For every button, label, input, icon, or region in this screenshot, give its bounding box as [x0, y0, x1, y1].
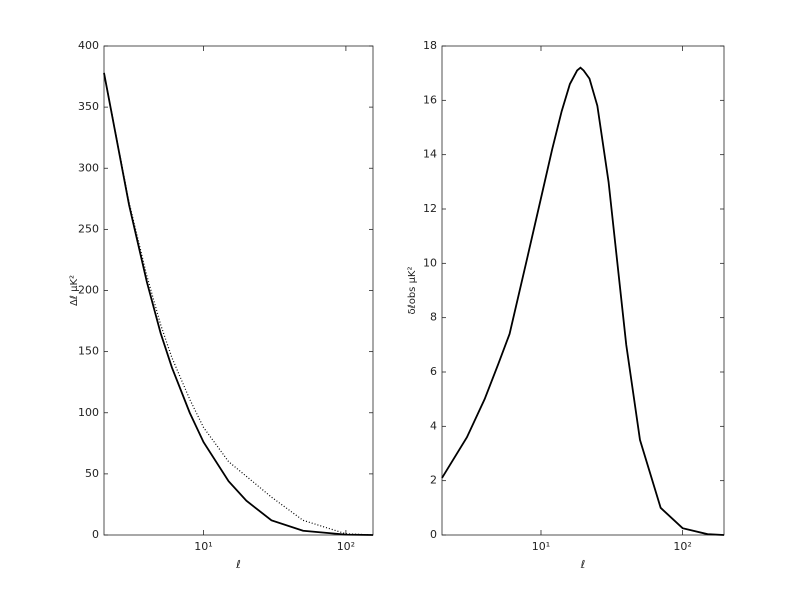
line-series — [103, 72, 374, 536]
y-tick-label: 0 — [92, 528, 99, 541]
axes-box — [103, 45, 374, 536]
y-tick-label: 8 — [430, 311, 437, 324]
x-axis-label: ℓ — [235, 558, 241, 571]
y-tick-label: 16 — [423, 93, 437, 106]
x-tick-label: 10¹ — [532, 540, 550, 553]
x-tick-label: 10² — [673, 540, 691, 553]
y-tick-label: 200 — [78, 284, 99, 297]
y-tick-label: 12 — [423, 202, 437, 215]
x-axis-label: ℓ — [580, 558, 586, 571]
line-series — [441, 66, 725, 536]
y-tick-label: 50 — [85, 467, 99, 480]
y-tick-label: 0 — [430, 528, 437, 541]
y-tick-label: 300 — [78, 161, 99, 174]
y-tick-label: 4 — [430, 419, 437, 432]
y-tick-label: 6 — [430, 365, 437, 378]
x-tick-label: 10¹ — [194, 540, 212, 553]
y-tick-label: 150 — [78, 345, 99, 358]
line-series — [103, 72, 374, 536]
y-tick-label: 14 — [423, 148, 437, 161]
y-axis-label: δℓobs μK² — [407, 266, 418, 314]
y-tick-label: 100 — [78, 406, 99, 419]
y-tick-label: 10 — [423, 256, 437, 269]
y-axis-label: Δℓ μK² — [69, 275, 80, 306]
x-tick-label: 10² — [337, 540, 355, 553]
y-tick-label: 250 — [78, 222, 99, 235]
y-tick-label: 18 — [423, 39, 437, 52]
axes-box — [441, 45, 725, 536]
y-tick-label: 350 — [78, 100, 99, 113]
y-tick-label: 2 — [430, 474, 437, 487]
y-tick-label: 400 — [78, 39, 99, 52]
